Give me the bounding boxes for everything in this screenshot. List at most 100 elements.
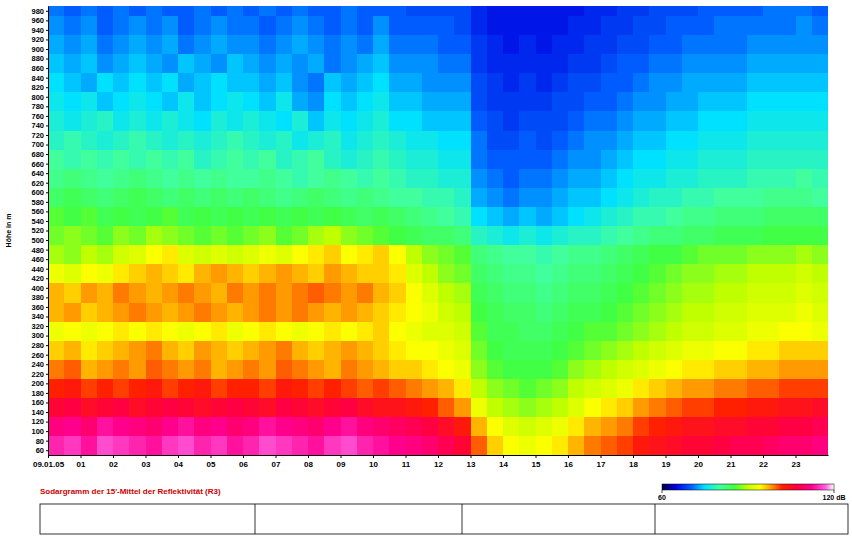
heatmap-cell <box>731 92 748 112</box>
heatmap-cell <box>731 207 748 227</box>
x-tick: 08 <box>304 455 313 469</box>
heatmap-cell <box>536 92 553 112</box>
heatmap-cell <box>666 321 683 341</box>
heatmap-cell <box>601 436 618 455</box>
x-tick-mark <box>471 455 472 458</box>
y-tick-mark <box>46 30 48 31</box>
y-tick-mark <box>46 145 48 146</box>
heatmap-cell <box>113 226 130 246</box>
heatmap-cell <box>487 398 504 418</box>
heatmap-cell <box>698 149 715 169</box>
heatmap-cell <box>536 302 553 322</box>
heatmap-cell <box>276 35 293 55</box>
heatmap-cell <box>471 92 488 112</box>
x-tick-label: 06 <box>239 460 248 469</box>
y-tick: 980 <box>31 7 48 16</box>
heatmap-cell <box>64 379 81 399</box>
heatmap-cell <box>64 302 81 322</box>
heatmap-cell <box>211 130 228 150</box>
heatmap-cell <box>731 111 748 131</box>
y-tick-mark <box>46 11 48 12</box>
heatmap-cell <box>97 188 114 208</box>
heatmap-cell <box>519 92 536 112</box>
y-tick-label: 140 <box>31 408 44 417</box>
heatmap-cell <box>519 302 536 322</box>
y-tick: 880 <box>31 54 48 63</box>
heatmap-cell <box>649 340 666 360</box>
heatmap-cell <box>243 111 260 131</box>
heatmap-cell <box>324 226 341 246</box>
heatmap-cell <box>796 6 813 16</box>
heatmap-cell <box>341 168 358 188</box>
heatmap-cell <box>503 226 520 246</box>
heatmap-cell <box>601 379 618 399</box>
heatmap-cell <box>389 35 406 55</box>
heatmap-cell <box>97 321 114 341</box>
chart-container: 09.01.0501020304050607080910111213141516… <box>0 0 852 536</box>
heatmap-cell <box>146 245 163 265</box>
heatmap-cell <box>633 398 650 418</box>
heatmap-cell <box>763 302 780 322</box>
heatmap-cell <box>341 340 358 360</box>
heatmap-cell <box>438 283 455 303</box>
y-tick-mark <box>46 383 48 384</box>
heatmap-cell <box>779 379 796 399</box>
heatmap-cell <box>714 226 731 246</box>
heatmap-cell <box>747 283 764 303</box>
heatmap-cell <box>113 417 130 437</box>
heatmap-cell <box>601 283 618 303</box>
heatmap-cell <box>552 168 569 188</box>
heatmap-cell <box>698 6 715 16</box>
heatmap-cell <box>194 35 211 55</box>
heatmap-cell <box>341 379 358 399</box>
x-tick: 16 <box>564 455 573 469</box>
heatmap-cell <box>617 149 634 169</box>
heatmap-cell <box>714 379 731 399</box>
y-tick: 140 <box>31 408 48 417</box>
heatmap-cell <box>682 264 699 284</box>
y-tick: 740 <box>31 121 48 130</box>
heatmap-cell <box>341 149 358 169</box>
y-tick-label: 600 <box>31 188 44 197</box>
heatmap-cell <box>796 16 813 36</box>
heatmap-cell <box>698 379 715 399</box>
heatmap-cell <box>357 321 374 341</box>
y-tick-mark <box>46 106 48 107</box>
heatmap-cell <box>682 6 699 16</box>
heatmap-cell <box>194 302 211 322</box>
heatmap-cell <box>308 168 325 188</box>
heatmap-cell <box>406 16 423 36</box>
x-tick-label: 16 <box>564 460 573 469</box>
heatmap-cell <box>211 359 228 379</box>
heatmap-cell <box>747 264 764 284</box>
heatmap-cell <box>259 226 276 246</box>
heatmap-cell <box>373 283 390 303</box>
heatmap-cell <box>519 226 536 246</box>
heatmap-cell <box>812 16 828 36</box>
heatmap-cell <box>178 283 195 303</box>
heatmap-cell <box>682 283 699 303</box>
heatmap-cell <box>682 16 699 36</box>
heatmap-cell <box>682 73 699 93</box>
heatmap-cell <box>812 207 828 227</box>
heatmap-cell <box>552 16 569 36</box>
heatmap-cell <box>373 149 390 169</box>
heatmap-cell <box>454 188 471 208</box>
y-tick-label: 720 <box>31 131 44 140</box>
heatmap-cell <box>194 149 211 169</box>
x-tick: 04 <box>174 455 183 469</box>
x-tick-mark <box>373 455 374 458</box>
heatmap-cell <box>48 321 65 341</box>
y-tick: 200 <box>31 379 48 388</box>
heatmap-cell <box>731 149 748 169</box>
heatmap-cell <box>146 436 163 455</box>
heatmap-cell <box>97 111 114 131</box>
heatmap-cell <box>568 359 585 379</box>
heatmap-cell <box>389 16 406 36</box>
heatmap-cell <box>129 417 146 437</box>
heatmap-cell <box>227 226 244 246</box>
heatmap-cell <box>536 16 553 36</box>
heatmap-cell <box>406 226 423 246</box>
heatmap-cell <box>454 283 471 303</box>
x-tick: 07 <box>272 455 281 469</box>
